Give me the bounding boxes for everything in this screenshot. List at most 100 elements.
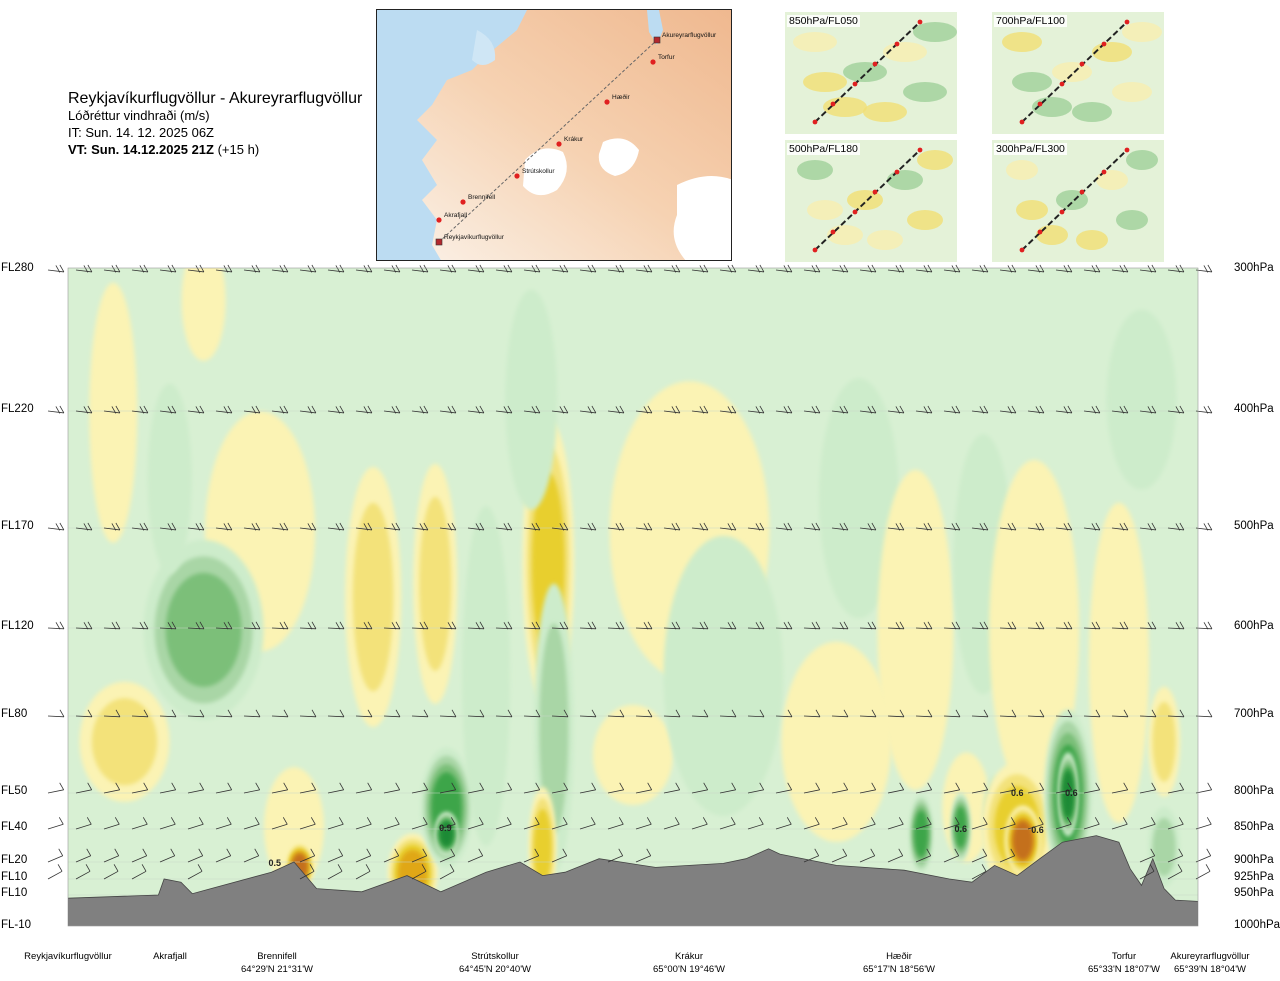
wind-barb bbox=[355, 848, 372, 863]
panel-field bbox=[1112, 82, 1152, 102]
panel-waypoint bbox=[852, 81, 858, 87]
panel-waypoint bbox=[1059, 209, 1065, 215]
wind-barb bbox=[579, 264, 597, 273]
wind-barb bbox=[215, 264, 233, 273]
wind-barb bbox=[327, 709, 345, 718]
wind-barb bbox=[1167, 848, 1184, 863]
level-panel-850-label: 850hPa/FL050 bbox=[787, 15, 860, 27]
wind-barb bbox=[551, 264, 569, 273]
wind-barb bbox=[943, 817, 960, 830]
downdraft-contour bbox=[663, 535, 784, 816]
wind-barb bbox=[971, 709, 989, 718]
wind-barb bbox=[943, 709, 961, 718]
wind-barb bbox=[467, 621, 485, 630]
wind-barb bbox=[719, 709, 737, 718]
wind-barb bbox=[691, 264, 709, 273]
station-name: Akrafjall bbox=[153, 951, 187, 962]
wind-barbs bbox=[47, 264, 1213, 880]
wind-barb bbox=[187, 864, 203, 880]
wind-barb bbox=[243, 782, 261, 794]
flight-level-label: FL20 bbox=[1, 854, 28, 866]
wind-barb bbox=[75, 782, 93, 794]
wind-barb bbox=[47, 864, 63, 880]
level-panel-850-map bbox=[785, 12, 957, 134]
contour-value-label: 0.6 bbox=[1065, 788, 1078, 798]
wind-barb bbox=[75, 405, 93, 414]
wind-barb bbox=[131, 817, 148, 830]
wind-barb bbox=[915, 709, 933, 718]
pressure-level-label: 925hPa bbox=[1234, 871, 1274, 883]
wind-barb bbox=[47, 405, 65, 414]
wind-barb bbox=[1167, 621, 1185, 630]
level-panel-700: 700hPa/FL100 bbox=[992, 12, 1164, 134]
wind-barb bbox=[971, 522, 989, 531]
downdraft-contour bbox=[462, 505, 511, 846]
wind-barb bbox=[411, 864, 427, 880]
wind-barb bbox=[271, 621, 289, 630]
wind-barb bbox=[299, 264, 317, 273]
waypoint-marker bbox=[604, 99, 610, 105]
wind-barb bbox=[1139, 817, 1156, 830]
downdraft-contour bbox=[147, 383, 192, 574]
pressure-level-label: 300hPa bbox=[1234, 262, 1274, 274]
wind-barb bbox=[747, 522, 765, 531]
flight-level-label: FL120 bbox=[1, 620, 34, 632]
wind-barb bbox=[803, 621, 821, 630]
wind-barb bbox=[719, 405, 737, 414]
wind-barb bbox=[635, 522, 653, 531]
wind-barb bbox=[75, 522, 93, 531]
wind-barb bbox=[1195, 264, 1213, 273]
wind-barb bbox=[495, 264, 513, 273]
downdraft-contour bbox=[1106, 309, 1177, 490]
downdraft-contour bbox=[1062, 770, 1074, 818]
wind-barb bbox=[859, 264, 877, 273]
wind-barb bbox=[1195, 621, 1213, 630]
panel-waypoint bbox=[812, 119, 818, 125]
wind-barb bbox=[1139, 264, 1157, 273]
wind-barb bbox=[915, 264, 933, 273]
pressure-level-label: 600hPa bbox=[1234, 620, 1274, 632]
wind-barb bbox=[355, 522, 373, 531]
waypoint-marker bbox=[653, 36, 661, 44]
wind-barb bbox=[467, 782, 485, 794]
panel-field bbox=[847, 190, 883, 210]
panel-waypoint bbox=[852, 209, 858, 215]
wind-barb bbox=[1111, 709, 1129, 718]
wind-barb bbox=[1195, 817, 1212, 830]
wind-barb bbox=[299, 864, 315, 880]
wind-barb bbox=[411, 621, 429, 630]
wind-barb bbox=[887, 522, 905, 531]
wind-barb bbox=[1167, 264, 1185, 273]
wind-barb bbox=[467, 522, 485, 531]
wind-barb bbox=[159, 817, 176, 830]
wind-barb bbox=[1083, 817, 1100, 830]
wind-barb bbox=[775, 522, 793, 531]
panel-waypoint bbox=[1019, 119, 1025, 125]
pressure-level-label: 1000hPa bbox=[1234, 919, 1280, 931]
wind-barb bbox=[299, 522, 317, 531]
wind-barb bbox=[1083, 782, 1101, 794]
wind-barb bbox=[215, 405, 233, 414]
wind-barb bbox=[327, 848, 344, 863]
wind-barb bbox=[47, 709, 65, 718]
wind-barb bbox=[999, 782, 1017, 794]
wind-barb bbox=[383, 522, 401, 531]
wind-barb bbox=[1055, 405, 1073, 414]
wind-barb bbox=[747, 264, 765, 273]
wind-barb bbox=[803, 264, 821, 273]
terrain-profile bbox=[68, 835, 1198, 926]
updraft-contour bbox=[593, 704, 673, 805]
wind-barb bbox=[1139, 709, 1157, 718]
waypoint-marker bbox=[650, 59, 656, 65]
wind-barb bbox=[1167, 522, 1185, 531]
wind-barb bbox=[131, 621, 149, 630]
wind-barb bbox=[1055, 782, 1073, 794]
wind-barb bbox=[131, 848, 148, 863]
panel-waypoint bbox=[1037, 229, 1043, 235]
contour-value-label: 0.6 bbox=[1011, 788, 1024, 798]
station-coordinates: 65°39'N 18°04'W bbox=[1174, 964, 1246, 975]
station-coordinates: 65°00'N 19°46'W bbox=[653, 964, 725, 975]
waypoint-label: Akureyrarflugvöllur bbox=[662, 32, 717, 39]
waypoint-label: Krákur bbox=[564, 136, 584, 143]
